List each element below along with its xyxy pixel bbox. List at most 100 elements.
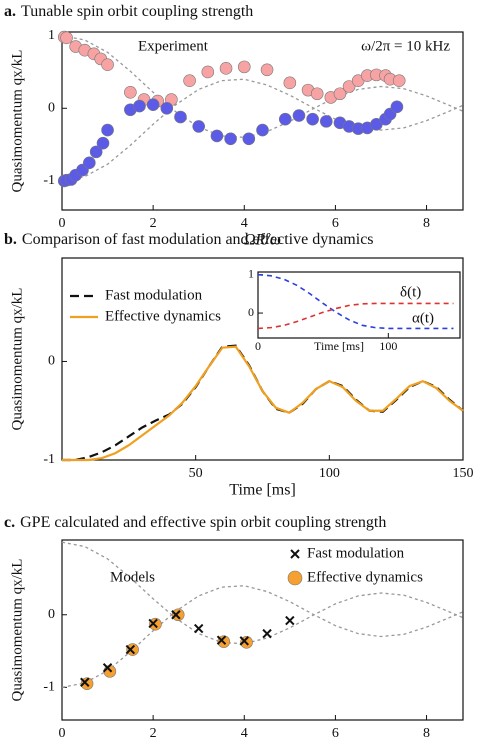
x-tick-label: 6	[332, 216, 339, 231]
legend-marker	[290, 549, 300, 559]
x-axis-label: Time [ms]	[229, 482, 296, 499]
panel-letter: c.	[4, 514, 15, 531]
cross-marker	[262, 628, 272, 639]
x-tick-label: 0	[255, 339, 261, 353]
x-tick-label: 100	[379, 339, 397, 353]
point	[171, 608, 185, 622]
point	[124, 86, 137, 99]
point	[292, 109, 306, 122]
cross-marker	[125, 644, 136, 655]
point	[83, 156, 96, 170]
point	[101, 58, 114, 71]
y-axis-label: Quasimomentum qx/kL	[9, 288, 25, 431]
model-curve	[61, 34, 464, 139]
y-tick-label: 0	[48, 354, 55, 369]
point	[256, 123, 269, 137]
x-tick-label: 50	[189, 466, 203, 481]
inset-frame	[257, 271, 461, 339]
cross-marker	[102, 663, 113, 673]
series-label: α(t)	[412, 310, 434, 326]
cross-marker	[216, 635, 227, 645]
x-tick-label: 2	[150, 726, 157, 741]
model-curve	[61, 78, 464, 182]
cross-stroke	[216, 635, 227, 645]
panel-title: c. GPE calculated and effective spin orbi…	[4, 514, 386, 531]
point	[390, 100, 404, 114]
panel-letter: b.	[4, 231, 17, 248]
point	[146, 98, 160, 111]
x-tick-label: 150	[453, 466, 474, 481]
x-axis-label: ΩR/ω	[244, 232, 281, 249]
legend-label: Fast modulation	[307, 545, 405, 561]
point	[283, 76, 297, 90]
point	[260, 63, 274, 77]
point	[319, 115, 333, 128]
line	[257, 273, 454, 330]
y-axis-label: Quasimomentum qx/kL	[9, 559, 25, 702]
point	[89, 145, 103, 159]
x-tick-label: 100	[319, 466, 340, 481]
cross-stroke	[239, 636, 249, 646]
point	[101, 123, 114, 137]
point	[96, 136, 110, 150]
legend-label: Fast modulation	[105, 287, 203, 303]
cross-stroke	[285, 615, 295, 626]
point	[60, 31, 73, 45]
point	[183, 74, 196, 87]
cross-marker	[193, 623, 204, 634]
x-tick-label: 0	[59, 726, 66, 741]
point	[392, 74, 406, 87]
point	[201, 65, 215, 79]
y-axis-label: Quasimomentum qx/kL	[9, 50, 25, 193]
point	[174, 110, 187, 124]
x-tick-label: 6	[332, 726, 339, 741]
point	[306, 112, 319, 126]
line	[257, 302, 454, 330]
plot-frame	[61, 539, 464, 721]
y-tick-label: -1	[43, 452, 55, 467]
point	[210, 129, 224, 143]
x-axis-label: Time [ms]	[314, 339, 364, 353]
x-tick-label: 4	[241, 726, 248, 741]
x-tick-label: 2	[150, 216, 157, 231]
cross-stroke	[193, 623, 204, 634]
panel-letter: a.	[4, 3, 16, 20]
cross-marker	[148, 618, 158, 629]
cross-stroke	[125, 644, 136, 655]
title-text: GPE calculated and effective spin orbit …	[20, 514, 386, 531]
point	[224, 132, 237, 146]
cross-marker	[171, 610, 181, 620]
series-label: δ(t)	[400, 284, 421, 300]
x-tick-label: 8	[423, 726, 430, 741]
annotation: ω/2π = 10 kHz	[361, 38, 450, 54]
legend-label: Effective dynamics	[307, 569, 423, 585]
legend-marker	[287, 570, 303, 586]
y-tick-label: 0	[248, 305, 254, 319]
line	[62, 345, 464, 462]
y-tick-label: 1	[48, 28, 55, 43]
y-tick-label: -1	[43, 173, 55, 188]
panel-title: b. Comparison of fast modulation and effe…	[4, 231, 374, 248]
cross-marker	[239, 636, 249, 646]
model-curve	[61, 541, 464, 645]
cross-stroke	[262, 628, 272, 639]
cross-stroke	[102, 663, 113, 673]
point	[310, 87, 324, 101]
cross-stroke	[148, 618, 158, 629]
plot-frame	[61, 31, 464, 211]
y-tick-label: 0	[48, 607, 55, 622]
point	[192, 120, 206, 133]
point	[333, 87, 347, 101]
point	[160, 101, 174, 115]
cross-marker	[80, 677, 90, 687]
point	[242, 132, 256, 146]
cross-marker	[285, 615, 295, 626]
y-tick-label: -1	[43, 680, 55, 695]
point	[278, 112, 292, 126]
x-tick-label: 4	[241, 216, 248, 231]
annotation: Models	[110, 569, 155, 585]
legend-label: Effective dynamics	[105, 308, 221, 324]
panel-title: a. Tunable spin orbit coupling strength	[4, 3, 253, 20]
point	[219, 62, 233, 75]
